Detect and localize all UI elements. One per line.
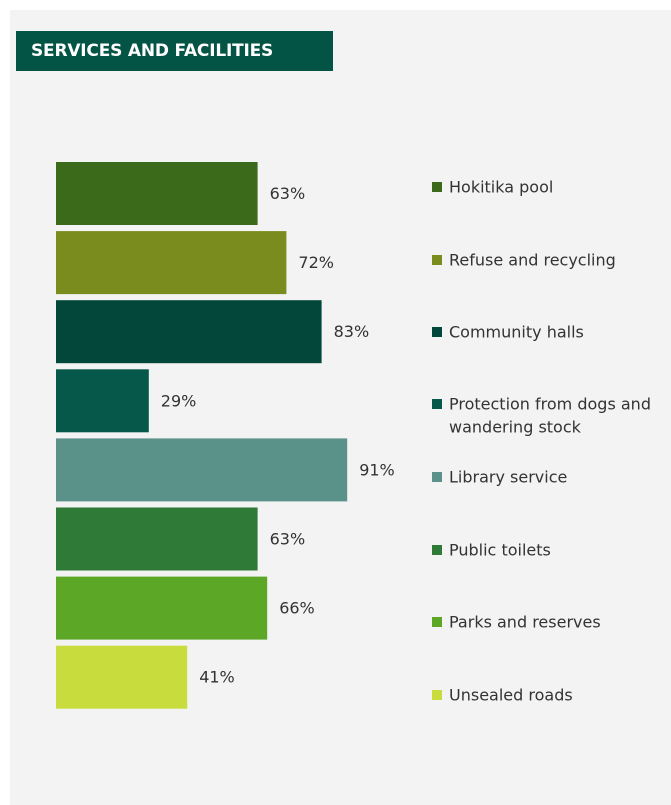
legend-swatch-5: [432, 472, 442, 482]
bar-value-label-1: 63%: [270, 184, 306, 203]
bar-2: [56, 231, 287, 295]
bar-value-label-3: 83%: [334, 322, 370, 341]
legend-swatch-4: [432, 399, 442, 409]
legend-swatch-1: [432, 182, 442, 192]
bar-value-label-4: 29%: [161, 391, 197, 410]
legend-label-5: Library service: [449, 468, 567, 487]
bar-7: [56, 576, 268, 640]
legend-label-3: Community halls: [449, 323, 584, 342]
legend-swatch-3: [432, 327, 442, 337]
bar-1: [56, 162, 258, 225]
bar-value-label-2: 72%: [298, 253, 334, 272]
bar-8: [56, 645, 188, 709]
bar-value-label-6: 63%: [270, 530, 306, 549]
bar-value-label-5: 91%: [359, 460, 395, 479]
bar-3: [56, 300, 322, 364]
bar-value-label-7: 66%: [279, 599, 315, 618]
legend-label-7: Parks and reserves: [449, 613, 601, 632]
legend-swatch-2: [432, 255, 442, 265]
legend-label-2: Refuse and recycling: [449, 251, 616, 270]
legend-label-8: Unsealed roads: [449, 686, 573, 705]
legend-swatch-6: [432, 545, 442, 555]
chart-title: SERVICES AND FACILITIES: [31, 41, 274, 61]
bar-5: [56, 438, 348, 502]
legend-swatch-8: [432, 690, 442, 700]
legend-label-4: Protection from dogs and wandering stock: [449, 395, 651, 437]
legend-label-6: Public toilets: [449, 541, 551, 560]
title-banner: SERVICES AND FACILITIES: [16, 31, 333, 71]
legend-swatch-7: [432, 617, 442, 627]
bar-4: [56, 369, 149, 433]
bar-value-label-8: 41%: [199, 668, 235, 687]
legend-label-1: Hokitika pool: [449, 178, 553, 197]
bar-6: [56, 507, 258, 571]
